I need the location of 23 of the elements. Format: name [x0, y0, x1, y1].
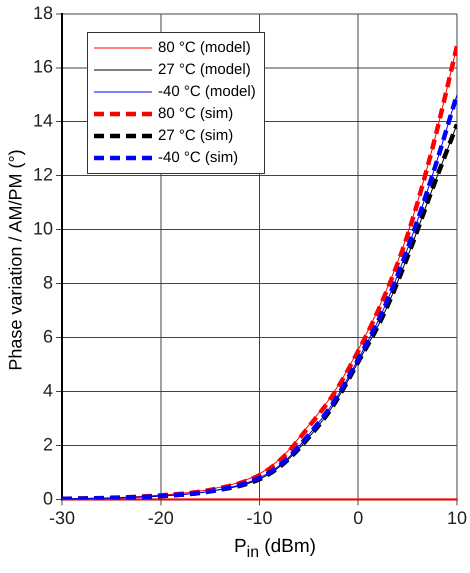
y-tick-label: 16 [32, 56, 54, 77]
y-tick-label: 2 [43, 434, 54, 454]
y-tick-label: 18 [32, 2, 54, 23]
x-axis-title: P$_{in}$ (dBm) [232, 536, 317, 562]
legend-label: 27 °C (model) [158, 60, 251, 80]
y-axis-title: Phase variation / AM/PM (°) [6, 149, 26, 371]
y-tick-label: 0 [43, 488, 54, 508]
x-tick-label: -30 [49, 508, 76, 528]
y-tick-label: 14 [32, 110, 54, 131]
x-tick-label: -20 [148, 508, 174, 528]
legend-label: 27 °C (sim) [158, 126, 234, 146]
x-tick-label: -10 [246, 508, 273, 528]
y-tick-label: 6 [43, 326, 54, 346]
legend-label: -40 °C (sim) [158, 148, 238, 168]
y-tick-label: 4 [43, 380, 54, 400]
y-tick-label: 12 [32, 164, 54, 185]
x-tick-label: 10 [446, 508, 468, 528]
legend-label: 80 °C (model) [158, 38, 251, 58]
x-tick-label: 0 [353, 508, 364, 528]
legend-label: -40 °C (model) [158, 82, 256, 102]
y-tick-label: 10 [32, 218, 54, 239]
legend-label: 80 °C (sim) [158, 104, 234, 124]
y-tick-label: 8 [43, 272, 54, 293]
